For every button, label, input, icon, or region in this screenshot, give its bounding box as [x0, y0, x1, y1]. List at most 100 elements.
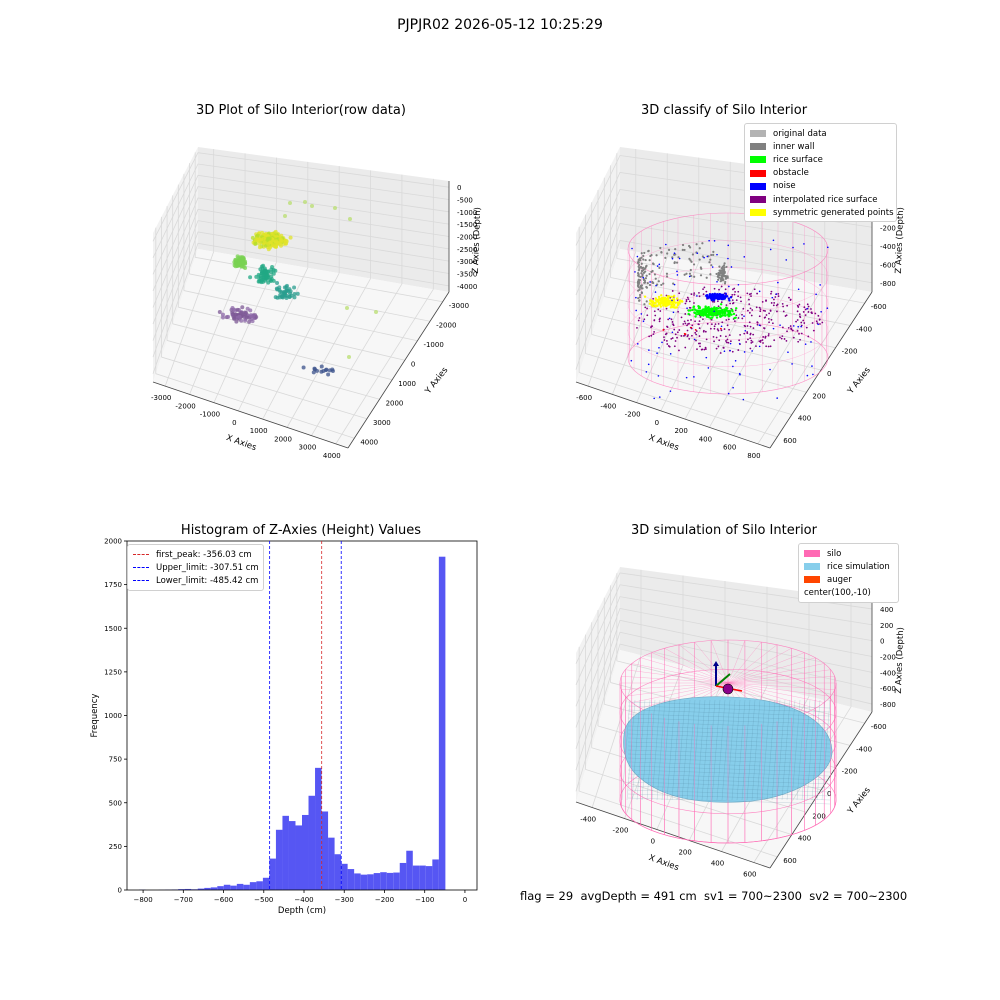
p2-interp-point [749, 325, 752, 328]
p1-point [348, 217, 352, 221]
p1-point [226, 314, 231, 319]
p2-interp-point [686, 296, 689, 299]
p4-rice-mesh [651, 699, 661, 801]
p2-noise-point [729, 349, 731, 352]
p2-interp-point [741, 313, 743, 316]
p4-rice-mesh [746, 699, 756, 801]
p1-grid-y [161, 356, 368, 420]
p2-interp-point [747, 338, 749, 341]
p2-interp-point [678, 329, 681, 331]
p2-rice-point [698, 309, 702, 313]
p1-ztick-label: -2500 [457, 246, 477, 254]
p2-rice-point [721, 308, 724, 312]
p2-xtick-label: -200 [625, 411, 641, 419]
p2-interp-point [739, 296, 742, 299]
p2-rice-point [715, 316, 719, 319]
p1-zlabel: Z Axies (Depth) [471, 207, 483, 274]
legend4-label: auger [827, 574, 852, 585]
p4-rice-mesh [627, 761, 831, 769]
p2-ztick-label: -800 [880, 280, 896, 288]
p2-interp-point [685, 299, 688, 301]
p4-silo-spoke [621, 682, 729, 690]
p2-interp-point [790, 328, 793, 331]
p2-wall-point [641, 275, 644, 278]
p2-interp-point [799, 338, 801, 341]
p2-interp-point [703, 348, 706, 351]
p2-xtick-label: -400 [600, 402, 616, 410]
p2-interp-point [727, 318, 730, 321]
p4-xtick-label: 0 [651, 838, 655, 846]
p2-noise-point [734, 360, 737, 362]
p2-interp-point [777, 292, 780, 295]
p4-rice-mesh [627, 737, 831, 745]
p2-wall-point [643, 267, 646, 271]
p2-obstacle-point [719, 327, 722, 330]
legend2-swatch [750, 143, 766, 151]
p4-ytick-label: 0 [827, 790, 831, 798]
panel4-legend: silo rice simulation auger center(100,-10) [798, 543, 899, 603]
p2-wall-point [698, 258, 701, 261]
p2-wall-point [699, 274, 703, 277]
p2-noise-point [744, 330, 747, 332]
p1-grid-x [164, 251, 215, 387]
p1-point [250, 235, 255, 240]
p2-wall-point [640, 291, 644, 295]
p1-point [265, 269, 270, 274]
p2-interp-point [653, 319, 656, 321]
hist-bar [275, 829, 283, 890]
p2-rice-point [719, 303, 723, 306]
p2-interp-point [693, 292, 696, 295]
p2-noise-point [635, 309, 637, 312]
p1-point [241, 260, 246, 265]
p2-interp-point [781, 303, 784, 305]
p2-noise-point [719, 295, 722, 299]
p4-ztick-label: 0 [880, 638, 884, 646]
p2-interp-point [702, 293, 705, 296]
hist-bar [256, 881, 263, 890]
p2-interp-point [798, 332, 800, 335]
p4-silo-spoke [727, 682, 816, 709]
p4-rice-mesh [627, 777, 831, 785]
p2-wall-point [660, 251, 663, 254]
hist-ylabel: Frequency [90, 694, 100, 738]
p2-interp-point [716, 328, 719, 331]
p1-point [234, 319, 239, 324]
p2-symmetric-point [652, 301, 656, 305]
p2-interp-point [748, 311, 751, 314]
p2-rice-point [726, 307, 729, 310]
p2-wall-point [672, 282, 675, 285]
p2-interp-point [667, 345, 670, 347]
legend4-entry: center(100,-10) [804, 587, 892, 600]
p2-interp-point [733, 320, 736, 322]
p1-point [270, 231, 275, 236]
p2-interp-point [745, 341, 748, 343]
p2-interp-point [742, 307, 745, 310]
legend2-label: original data [773, 128, 827, 139]
p2-interp-point [653, 331, 656, 333]
p2-noise-point [636, 343, 639, 345]
p2-wall-point [693, 275, 696, 278]
p1-point [258, 267, 263, 272]
p2-interp-point [716, 300, 719, 303]
p1-point [261, 272, 266, 277]
p1-point [277, 287, 282, 292]
p2-symmetric-point [666, 295, 670, 298]
p2-wall-point [647, 250, 650, 253]
p2-interp-point [636, 326, 638, 329]
p2-interp-point [691, 324, 694, 327]
p2-noise-point [803, 243, 805, 245]
p2-interp-point [796, 329, 799, 332]
p2-interp-point [759, 310, 762, 313]
p2-rice-point [711, 316, 714, 319]
p1-ytick-label: 0 [411, 360, 415, 368]
p2-noise-point [743, 315, 745, 317]
p2-rice-point [698, 311, 702, 315]
p1-point [261, 276, 266, 281]
p2-noise-point [713, 310, 715, 313]
p2-noise-point [732, 365, 734, 368]
p2-noise-point [751, 350, 753, 352]
p2-noise-point [797, 325, 799, 328]
p2-rice-point [704, 307, 707, 310]
p2-noise-point [706, 255, 709, 258]
